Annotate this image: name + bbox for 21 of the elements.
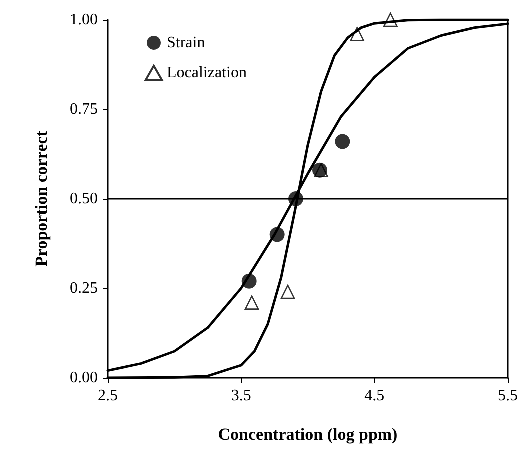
point [242, 274, 257, 289]
x-tick-label: 4.5 [364, 388, 385, 404]
point [288, 192, 304, 206]
x-tick-label: 5.5 [498, 388, 518, 404]
y-tick-label: 0.75 [70, 101, 98, 118]
point [270, 227, 285, 242]
y-tick-label: 0.00 [70, 370, 98, 386]
point [384, 12, 398, 28]
point [335, 134, 350, 150]
y-tick-label: 0.50 [70, 190, 98, 208]
x-axis-title: Concentration (log ppm) [218, 425, 398, 444]
point [350, 27, 364, 42]
legend-label: Strain [167, 34, 206, 52]
y-tick-label: 0.25 [70, 280, 98, 297]
x-tick-label: 2.5 [98, 388, 118, 404]
x-tick-label: 3.5 [231, 388, 252, 404]
point [244, 296, 260, 310]
y-axis-title: Proportion correct [32, 130, 51, 267]
point [280, 284, 296, 300]
y-tick-label: 1.00 [70, 12, 98, 28]
legend-label: Localization [167, 64, 247, 82]
